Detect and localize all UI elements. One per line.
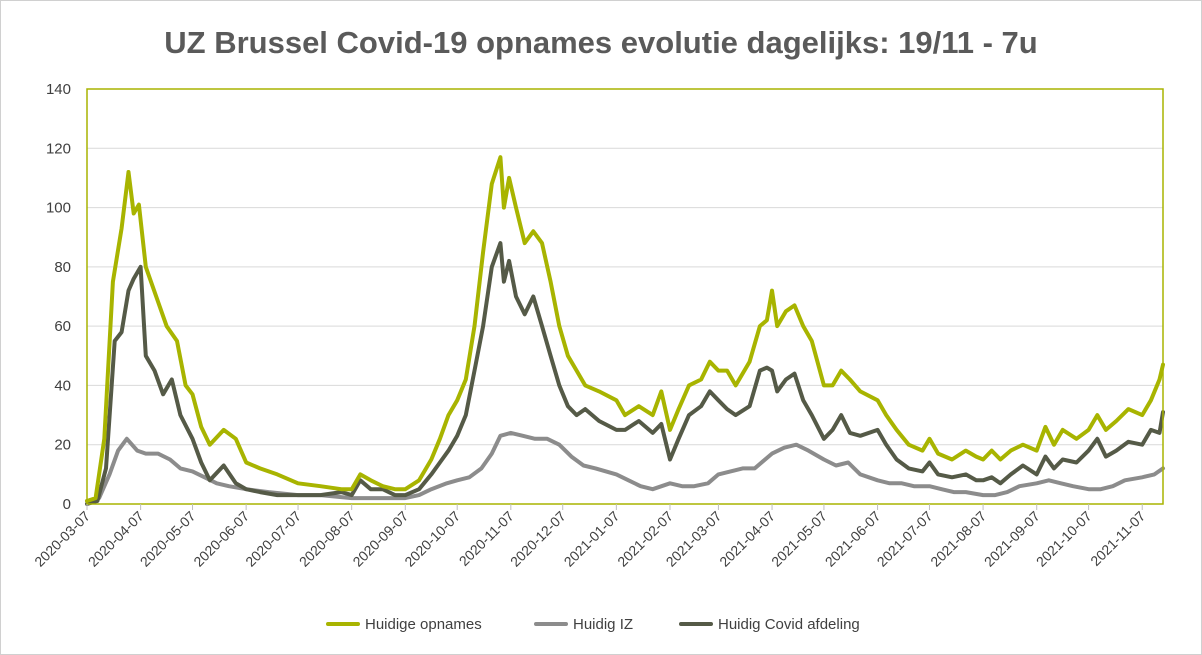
legend-label: Huidig IZ [573,616,633,633]
x-tick-label: 2020-07-07 [242,508,304,570]
x-tick-label: 2020-12-07 [507,508,569,570]
legend-label: Huidige opnames [365,616,482,633]
x-tick-label: 2020-03-07 [31,508,93,570]
series-lines [85,155,1165,506]
y-axis-ticks: 0 20 40 60 80 100 120 140 [46,81,71,513]
x-tick-label: 2021-08-07 [927,508,989,570]
x-tick-label: 2021-01-07 [561,508,623,570]
y-tick-label: 100 [46,200,71,217]
x-axis-ticks: 2020-03-072020-04-072020-05-072020-06-07… [31,504,1149,570]
series-line-0 [85,155,1165,503]
y-tick-label: 0 [63,496,71,513]
x-tick-label: 2020-08-07 [296,508,358,570]
x-tick-label: 2020-05-07 [137,508,199,570]
y-tick-label: 140 [46,81,71,98]
plot-area-border [86,88,1164,505]
x-tick-label: 2020-10-07 [401,508,463,570]
x-tick-label: 2021-10-07 [1033,508,1095,570]
y-tick-label: 120 [46,140,71,157]
grid-lines [87,147,1163,446]
y-tick-label: 80 [54,259,71,276]
legend-label: Huidig Covid afdeling [718,616,860,633]
x-tick-label: 2021-07-07 [874,508,936,570]
y-tick-label: 60 [54,318,71,335]
chart-title: UZ Brussel Covid-19 opnames evolutie dag… [164,25,1037,60]
x-tick-label: 2021-05-07 [768,508,830,570]
y-tick-label: 20 [54,437,71,454]
series-line-1 [85,430,1165,503]
legend: Huidige opnames Huidig IZ Huidig Covid afd… [326,616,860,633]
x-tick-label: 2021-11-07 [1087,508,1148,569]
series-line-2 [85,241,1165,506]
y-tick-label: 40 [54,377,71,394]
